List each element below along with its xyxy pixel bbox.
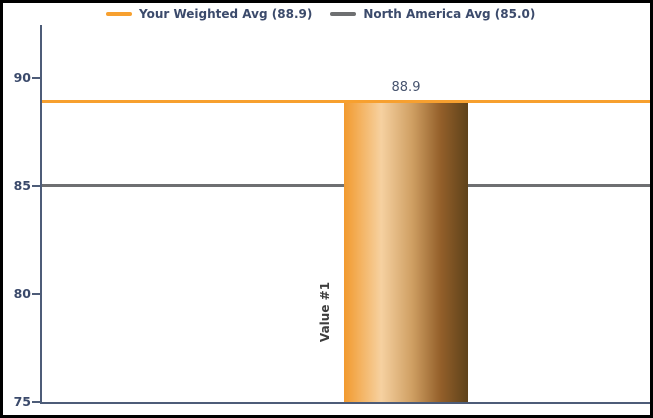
legend-label: Your Weighted Avg (88.9) [139,7,313,21]
legend-item-your-weighted-avg: Your Weighted Avg (88.9) [106,7,312,21]
y-tick-mark [32,293,40,295]
y-tick-label: 75 [13,394,31,409]
y-tick-label: 85 [13,178,31,193]
bar-category-label: Value #1 [318,281,332,343]
y-axis-line [40,25,42,404]
y-tick-mark [32,185,40,187]
y-tick-label: 90 [13,70,31,85]
bar-value-label: 88.9 [391,80,421,95]
y-tick-label: 80 [13,286,31,301]
legend-label: North America Avg (85.0) [363,7,536,21]
bar-value-1 [344,102,468,402]
legend-swatch-your-weighted-avg [106,12,132,16]
legend-item-north-america-avg: North America Avg (85.0) [330,7,535,21]
legend-swatch-north-america-avg [330,12,357,16]
y-tick-mark [32,77,40,79]
x-axis-line [40,402,650,404]
y-tick-mark [32,401,40,403]
your-weighted-avg-line [42,100,650,103]
chart-legend: Your Weighted Avg (88.9) North America Av… [106,7,535,21]
